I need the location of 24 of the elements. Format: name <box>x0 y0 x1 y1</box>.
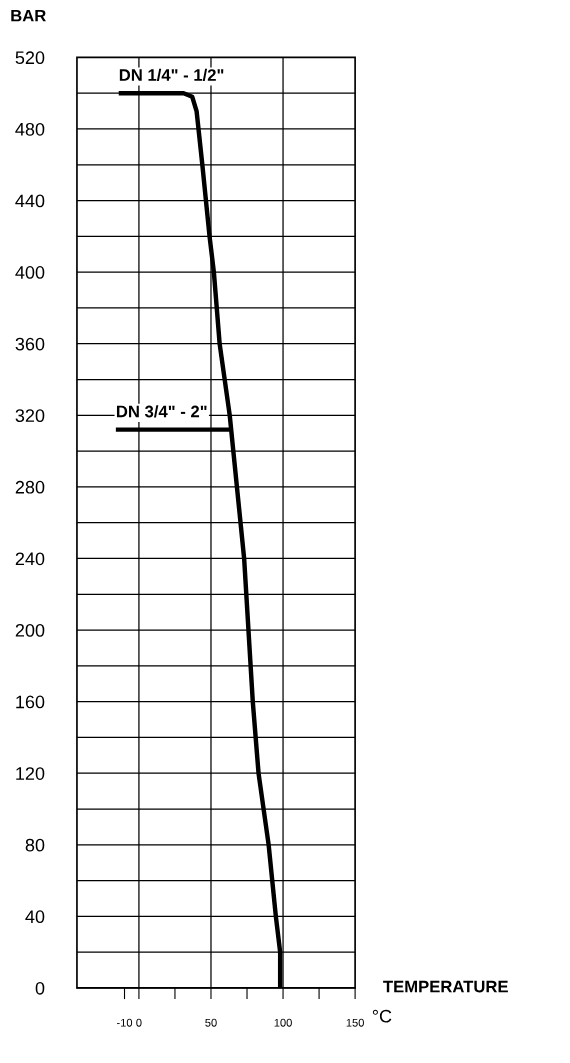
y-tick-label: 160 <box>16 695 45 709</box>
y-tick-label: 520 <box>15 51 45 65</box>
y-tick-label: 40 <box>25 910 45 924</box>
y-tick-label: 120 <box>16 767 45 780</box>
y-axis-title: BAR <box>11 9 46 22</box>
series-label: DN 3/4" - 2" <box>116 405 207 418</box>
y-tick-label: 440 <box>15 194 45 208</box>
x-tick-label: 100 <box>274 1018 292 1027</box>
x-tick-label: 150 <box>346 1018 364 1027</box>
x-axis-title: TEMPERATURE <box>383 980 508 993</box>
y-tick-label: 280 <box>15 480 45 494</box>
x-tick-label: -10 <box>116 1018 133 1027</box>
y-tick-label: 480 <box>15 122 45 136</box>
y-tick-label: 80 <box>25 838 45 852</box>
x-tick-label: 50 <box>205 1018 217 1027</box>
y-tick-label: 200 <box>15 623 45 637</box>
y-tick-label: 400 <box>15 266 45 279</box>
y-tick-label: 0 <box>35 981 45 995</box>
text: °C <box>372 1009 392 1023</box>
y-tick-label: 240 <box>15 552 45 566</box>
series-label: DN 1/4" - 1/2" <box>119 68 224 82</box>
x-tick-label: 0 <box>136 1018 142 1027</box>
y-tick-label: 320 <box>15 409 45 423</box>
y-tick-label: 360 <box>15 337 45 351</box>
